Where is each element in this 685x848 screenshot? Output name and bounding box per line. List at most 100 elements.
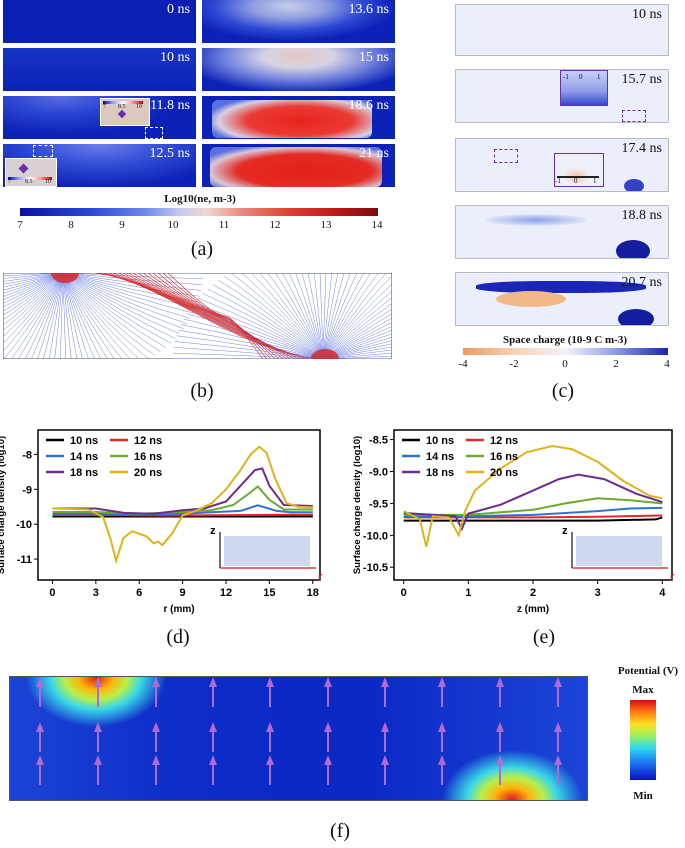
- field-arrow-head: [554, 677, 562, 687]
- field-line: [3, 273, 64, 321]
- field-line: [3, 273, 64, 338]
- ne-frame-5: 15 ns: [202, 48, 395, 91]
- charge-band-negative: [476, 281, 646, 293]
- colorbar-tick: 11: [218, 219, 230, 231]
- colorbar-tick: 8: [68, 219, 74, 231]
- colorbar-tick: 7: [17, 219, 23, 231]
- legend-label: 14 ns: [70, 451, 98, 463]
- frame-time-label: 18.8 ns: [621, 208, 662, 223]
- inset-tick: 1: [597, 73, 601, 81]
- inset-tick: 7: [8, 179, 11, 185]
- field-arrow-head: [266, 677, 274, 687]
- x-axis-label: r (mm): [163, 604, 194, 615]
- field-line: [193, 302, 324, 359]
- field-line: [162, 273, 268, 359]
- colorbar-tick: 9: [119, 219, 125, 231]
- field-arrow-head: [438, 677, 446, 687]
- inset-tick: 1: [593, 177, 597, 185]
- series-line-14-ns: [52, 504, 313, 516]
- field-line: [18, 273, 64, 359]
- field-line: [62, 273, 123, 359]
- x-tick-label: 1: [465, 587, 471, 599]
- field-line: [167, 273, 264, 359]
- axis-icon-z-label: z: [210, 525, 216, 537]
- field-lines-plot: [3, 273, 392, 359]
- field-line: [288, 273, 324, 359]
- field-line: [207, 288, 324, 359]
- space-charge-frame-4: 20.7 ns: [455, 272, 669, 326]
- series-line-16-ns: [403, 497, 663, 516]
- field-line: [3, 273, 64, 294]
- inset-zoom: 7 8.5 10: [5, 158, 57, 187]
- field-line: [319, 273, 324, 359]
- ne-frame-4: 13.6 ns: [202, 0, 395, 43]
- field-line: [31, 273, 64, 359]
- frame-time-label: 18.6 ns: [348, 98, 389, 113]
- frame-time-label: 17.4 ns: [621, 141, 662, 156]
- ne-frame-1: 10 ns: [3, 48, 196, 91]
- legend-label: 18 ns: [426, 467, 454, 479]
- potential-map: [9, 676, 588, 801]
- field-line: [322, 313, 392, 359]
- field-line: [322, 346, 392, 359]
- colorbar-potential: [630, 700, 656, 780]
- field-arrow-head: [152, 722, 160, 732]
- field-line: [3, 273, 64, 282]
- x-tick-label: 0: [49, 587, 55, 599]
- field-line: [62, 273, 95, 359]
- field-line: [322, 273, 372, 359]
- field-line: [3, 273, 64, 312]
- inset-tick: 10: [45, 179, 51, 185]
- legend-label: 16 ns: [134, 451, 162, 463]
- field-line: [322, 317, 392, 359]
- charge-spot-top: [51, 273, 79, 283]
- ne-frame-3: 7 8.5 10 12.5 ns: [3, 144, 196, 187]
- frame-time-label: 10 ns: [160, 50, 190, 65]
- field-arrow-head: [554, 722, 562, 732]
- field-line: [322, 333, 392, 359]
- inset-colorbar: [557, 176, 599, 178]
- field-line: [174, 341, 324, 359]
- field-line: [3, 273, 64, 352]
- field-line: [62, 273, 78, 359]
- ne-frame-7: 21 ns: [202, 144, 395, 187]
- axis-icon-box: [224, 536, 310, 566]
- frame-time-label: 13.6 ns: [348, 2, 389, 17]
- caption-e: (e): [532, 626, 556, 648]
- frame-time-label: 20.7 ns: [621, 275, 662, 290]
- field-line: [322, 273, 387, 359]
- field-line: [322, 273, 333, 359]
- field-line: [3, 273, 64, 291]
- colorbar-title-c: Space charge (10-9 C m-3): [480, 334, 650, 346]
- field-arrow-head: [94, 755, 102, 765]
- field-line: [282, 273, 324, 359]
- space-charge-frame-0: 10 ns: [455, 4, 669, 56]
- field-arrow-head: [94, 722, 102, 732]
- field-line: [3, 273, 64, 277]
- field-arrow-head: [381, 677, 389, 687]
- field-line: [322, 326, 392, 359]
- field-line: [322, 349, 392, 359]
- colorbar-max-label: Max: [632, 684, 654, 696]
- field-line: [295, 273, 324, 359]
- inset-tick: 0: [579, 73, 583, 81]
- field-line: [307, 273, 324, 359]
- field-line: [24, 273, 64, 359]
- charge-blob: [624, 179, 644, 191]
- field-line: [59, 273, 64, 359]
- field-line: [62, 273, 191, 319]
- frame-time-label: 21 ns: [359, 146, 389, 161]
- inset-colorbar: [8, 177, 52, 180]
- field-arrow-head: [209, 677, 217, 687]
- field-line: [322, 290, 392, 359]
- x-axis-label: z (mm): [517, 604, 549, 615]
- field-line: [241, 273, 324, 359]
- inset-zoom: -1 0 1: [554, 153, 604, 187]
- field-line: [322, 297, 392, 359]
- frame-time-label: 12.5 ns: [149, 146, 190, 161]
- series-line-18-ns: [403, 473, 663, 532]
- field-line: [218, 279, 324, 359]
- axis-icon-box: [576, 536, 662, 566]
- field-line: [62, 273, 171, 344]
- field-line: [322, 273, 364, 359]
